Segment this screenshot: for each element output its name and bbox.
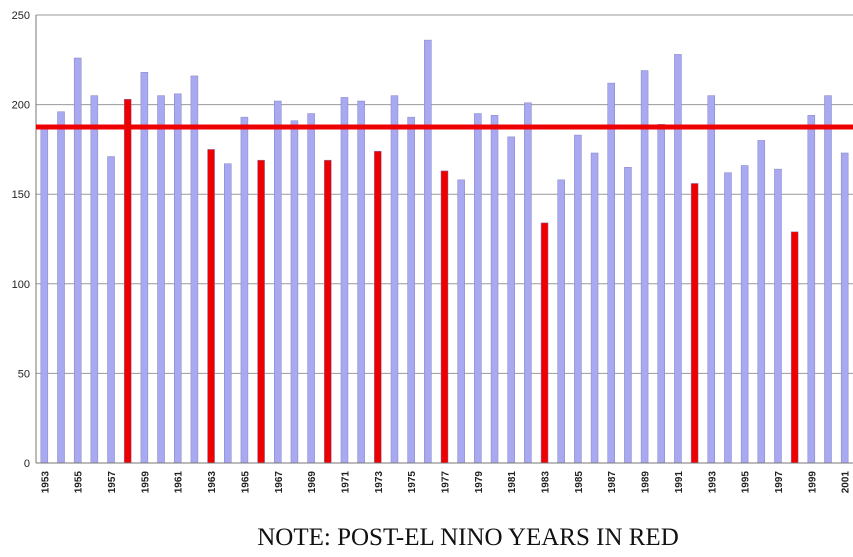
bar	[123, 98, 132, 464]
x-tick-label: 1971	[340, 471, 351, 494]
x-tick-label: 1985	[574, 471, 585, 494]
bar	[607, 82, 615, 464]
bar	[274, 100, 282, 464]
bar	[390, 95, 399, 464]
bar	[240, 116, 249, 464]
bar	[57, 111, 65, 464]
bar	[307, 113, 315, 464]
x-tick-label: 1957	[107, 471, 118, 494]
bar	[707, 95, 716, 464]
bar	[190, 75, 199, 464]
bar	[407, 116, 415, 464]
bar	[557, 179, 565, 464]
x-tick-label: 1977	[441, 471, 452, 494]
x-tick-label: 1993	[707, 471, 718, 494]
bar	[774, 168, 782, 464]
bar	[457, 179, 465, 464]
x-tick-label: 1955	[74, 471, 85, 494]
bar	[624, 167, 632, 464]
bar	[90, 95, 99, 464]
bar	[257, 159, 265, 464]
bar	[507, 136, 515, 464]
y-tick-label: 200	[12, 100, 30, 112]
y-tick-label: 100	[12, 279, 30, 291]
bar	[173, 93, 182, 464]
bar	[840, 152, 849, 464]
bar	[807, 115, 816, 464]
note: NOTE: POST-EL NINO YEARS IN RED	[257, 524, 679, 551]
bar	[757, 140, 766, 464]
x-tick-label: 1983	[541, 471, 552, 494]
bar	[73, 57, 82, 464]
bar	[107, 156, 115, 464]
x-tick-label: 1991	[674, 471, 685, 494]
x-tick-label: 1995	[741, 471, 752, 494]
bar	[490, 115, 499, 464]
bar	[324, 159, 332, 464]
bar	[474, 113, 482, 464]
x-tick-label: 1961	[174, 471, 185, 494]
x-tick-label: 1969	[307, 471, 318, 494]
bar	[724, 172, 732, 464]
bar	[790, 231, 799, 464]
bar	[440, 170, 449, 464]
y-tick-label: 50	[18, 368, 30, 380]
x-tick-label: 1953	[40, 471, 51, 494]
bar	[824, 95, 832, 464]
x-tick-label: 1981	[507, 471, 518, 494]
bar	[157, 95, 165, 464]
bar	[40, 125, 49, 464]
x-tick-label: 1965	[240, 471, 251, 494]
x-tick-label: 1987	[607, 471, 618, 494]
x-tick-label: 1973	[374, 471, 385, 494]
x-tick-label: 1963	[207, 471, 218, 494]
bar	[340, 97, 349, 464]
x-tick-label: 1989	[641, 471, 652, 494]
x-tick-label: 1967	[274, 471, 285, 494]
y-tick-label: 250	[12, 10, 30, 22]
bar	[223, 163, 232, 464]
bar	[290, 120, 299, 464]
y-tick-label: 150	[12, 189, 30, 201]
bar	[657, 124, 666, 464]
bar	[424, 39, 432, 464]
x-tick-label: 1975	[407, 471, 418, 494]
bar	[690, 183, 699, 464]
bar	[740, 165, 749, 464]
x-tick-label: 1997	[774, 471, 785, 494]
bar	[374, 150, 382, 464]
bar	[674, 54, 682, 464]
bar	[574, 134, 582, 464]
bar	[524, 102, 532, 464]
bar	[590, 152, 599, 464]
x-tick-label: 2001	[841, 471, 852, 494]
x-tick-label: 1979	[474, 471, 485, 494]
x-tick-label: 1999	[807, 471, 818, 494]
bar	[140, 72, 149, 464]
x-tick-label: 1959	[140, 471, 151, 494]
y-tick-label: 0	[24, 458, 30, 470]
bar	[357, 100, 365, 464]
bar	[540, 222, 549, 464]
bar	[207, 149, 215, 464]
